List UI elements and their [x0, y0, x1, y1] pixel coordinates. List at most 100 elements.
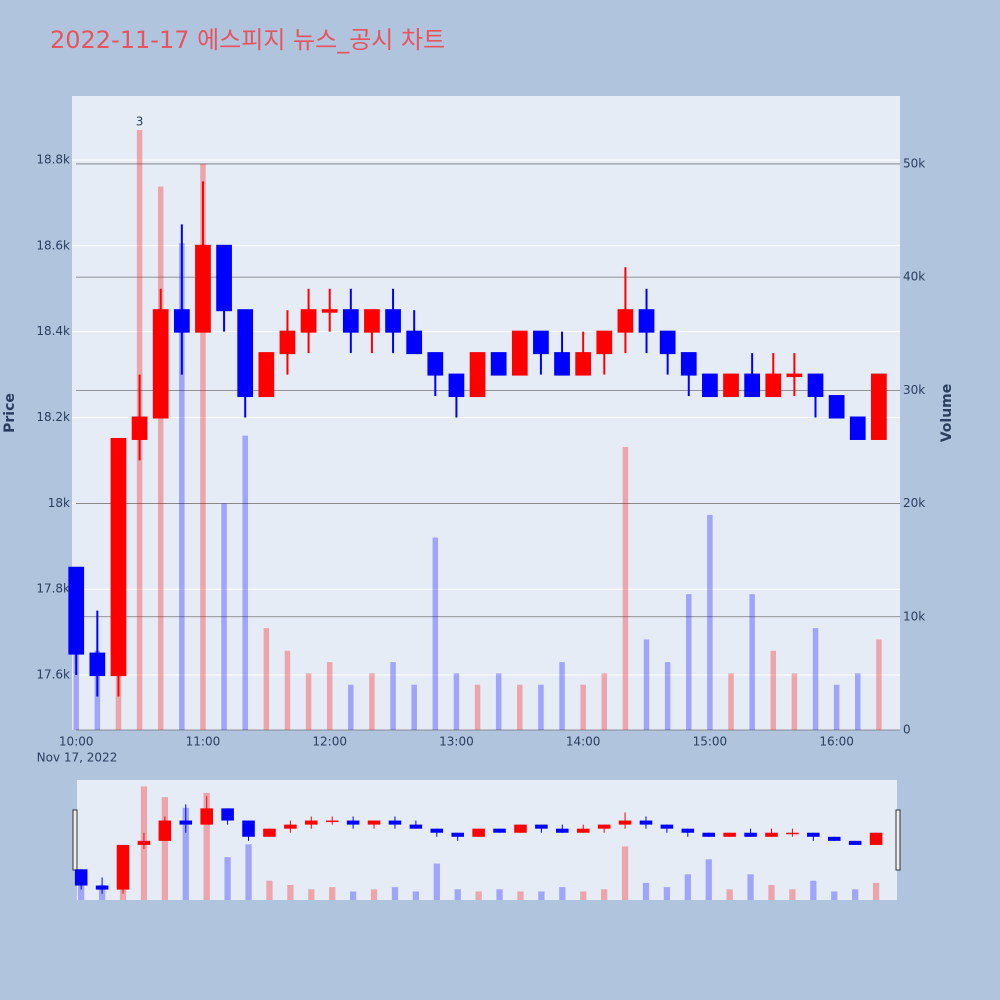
- candle-body: [89, 652, 106, 677]
- y2-tick-label: 10k: [903, 609, 925, 623]
- mini-volume-bar: [789, 889, 796, 900]
- mini-candle-body: [116, 844, 130, 890]
- mini-volume-bar: [517, 891, 524, 900]
- mini-volume-bar: [245, 844, 252, 900]
- range-slider[interactable]: [77, 780, 897, 900]
- candle-body: [786, 373, 803, 378]
- candle-body: [364, 309, 380, 333]
- mini-volume-bar: [538, 891, 545, 900]
- mini-volume-bar: [391, 887, 399, 900]
- mini-volume-bar: [349, 891, 357, 900]
- candle-body: [279, 330, 296, 355]
- mini-candle-body: [702, 832, 716, 837]
- candle-body: [871, 373, 887, 440]
- mini-volume-bar: [287, 885, 294, 900]
- mini-volume-bar: [266, 880, 273, 900]
- mini-volume-bar: [621, 846, 629, 900]
- volume-bar: [432, 537, 439, 730]
- volume-bar: [200, 163, 206, 730]
- mini-volume-bar: [747, 874, 754, 900]
- mini-candle-body: [221, 808, 234, 821]
- volume-bar: [749, 594, 755, 730]
- volume-bar: [855, 673, 861, 730]
- volume-bar: [284, 650, 291, 730]
- mini-volume-bar: [433, 863, 440, 900]
- mini-candle-body: [618, 820, 632, 825]
- volume-bar: [791, 673, 798, 730]
- y2-tick-label: 40k: [903, 270, 925, 284]
- slider-handle[interactable]: [72, 809, 78, 871]
- mini-candle-body: [179, 820, 193, 825]
- mini-candle-body: [263, 828, 276, 837]
- mini-candle-body: [409, 824, 423, 829]
- volume-bar: [622, 446, 629, 730]
- mini-candle-body: [472, 828, 485, 837]
- mini-volume-bar: [810, 880, 817, 900]
- y-tick-label: 17.8k: [36, 582, 70, 596]
- volume-bar: [157, 186, 164, 731]
- mini-volume-bar: [642, 882, 650, 900]
- mini-candle-body: [305, 820, 318, 825]
- x-tick-label: 15:00: [693, 735, 728, 749]
- volume-bar: [73, 628, 79, 730]
- mini-candle-body: [786, 832, 799, 835]
- mini-volume-bar: [496, 889, 503, 900]
- mini-volume-bar: [831, 891, 838, 900]
- volume-bar: [495, 673, 502, 730]
- candle-body: [448, 373, 465, 398]
- volume-bar: [833, 684, 840, 730]
- candle-body: [596, 330, 613, 355]
- candle-body: [110, 437, 127, 677]
- mini-volume-bar: [370, 889, 378, 900]
- mini-candle-body: [744, 832, 757, 837]
- y-axis-title: Price: [2, 393, 18, 433]
- mini-candle-body: [367, 820, 381, 825]
- mini-volume-bar: [601, 889, 608, 900]
- candle-body: [321, 309, 338, 313]
- mini-candle-body: [639, 820, 653, 825]
- candle-body: [828, 395, 845, 419]
- y2-axis-title: Volume: [939, 384, 955, 443]
- mini-volume-bar: [78, 880, 85, 900]
- mini-candle-body: [576, 828, 590, 833]
- mini-candle-body: [660, 824, 674, 829]
- candle-body: [427, 352, 444, 376]
- mini-volume-bar: [308, 889, 315, 900]
- candle-body: [406, 330, 423, 355]
- x-tick-label: 14:00: [566, 735, 601, 749]
- y-tick-label: 18k: [48, 496, 70, 510]
- mini-volume-bar: [684, 874, 691, 900]
- candle-body: [659, 330, 676, 355]
- candle-body: [490, 352, 507, 376]
- y-tick-label: 18.4k: [36, 324, 70, 338]
- mini-volume-bar: [182, 807, 189, 900]
- candle-body: [342, 309, 359, 333]
- volume-bar: [348, 684, 354, 730]
- candle-body: [554, 352, 570, 376]
- x-tick-label: 13:00: [439, 735, 474, 749]
- mini-volume-bar: [454, 889, 461, 900]
- y2-tick-label: 50k: [903, 156, 925, 170]
- mini-volume-bar: [161, 797, 168, 900]
- mini-candle-body: [827, 836, 841, 841]
- candle-body: [300, 309, 317, 333]
- mini-candle-body: [346, 820, 360, 825]
- candle-body: [511, 330, 528, 376]
- candle-body: [469, 352, 486, 398]
- slider-handle[interactable]: [895, 809, 901, 871]
- candle-body: [173, 309, 190, 333]
- mini-candle-body: [597, 824, 611, 829]
- volume-bar: [686, 594, 692, 730]
- candle-body: [638, 309, 655, 333]
- x-tick-label: 16:00: [819, 735, 854, 749]
- mini-volume-bar: [412, 891, 420, 900]
- mini-candle-body: [681, 828, 695, 833]
- volume-bar: [770, 650, 777, 730]
- mini-candle-body: [556, 828, 569, 833]
- y-tick-label: 18.6k: [36, 238, 70, 252]
- x-tick-label: 11:00: [186, 735, 221, 749]
- volume-bar: [559, 662, 565, 730]
- chart-title: 2022-11-17 에스피지 뉴스_공시 차트: [50, 26, 445, 54]
- candle-body: [152, 309, 169, 419]
- mini-candle-body: [765, 832, 778, 837]
